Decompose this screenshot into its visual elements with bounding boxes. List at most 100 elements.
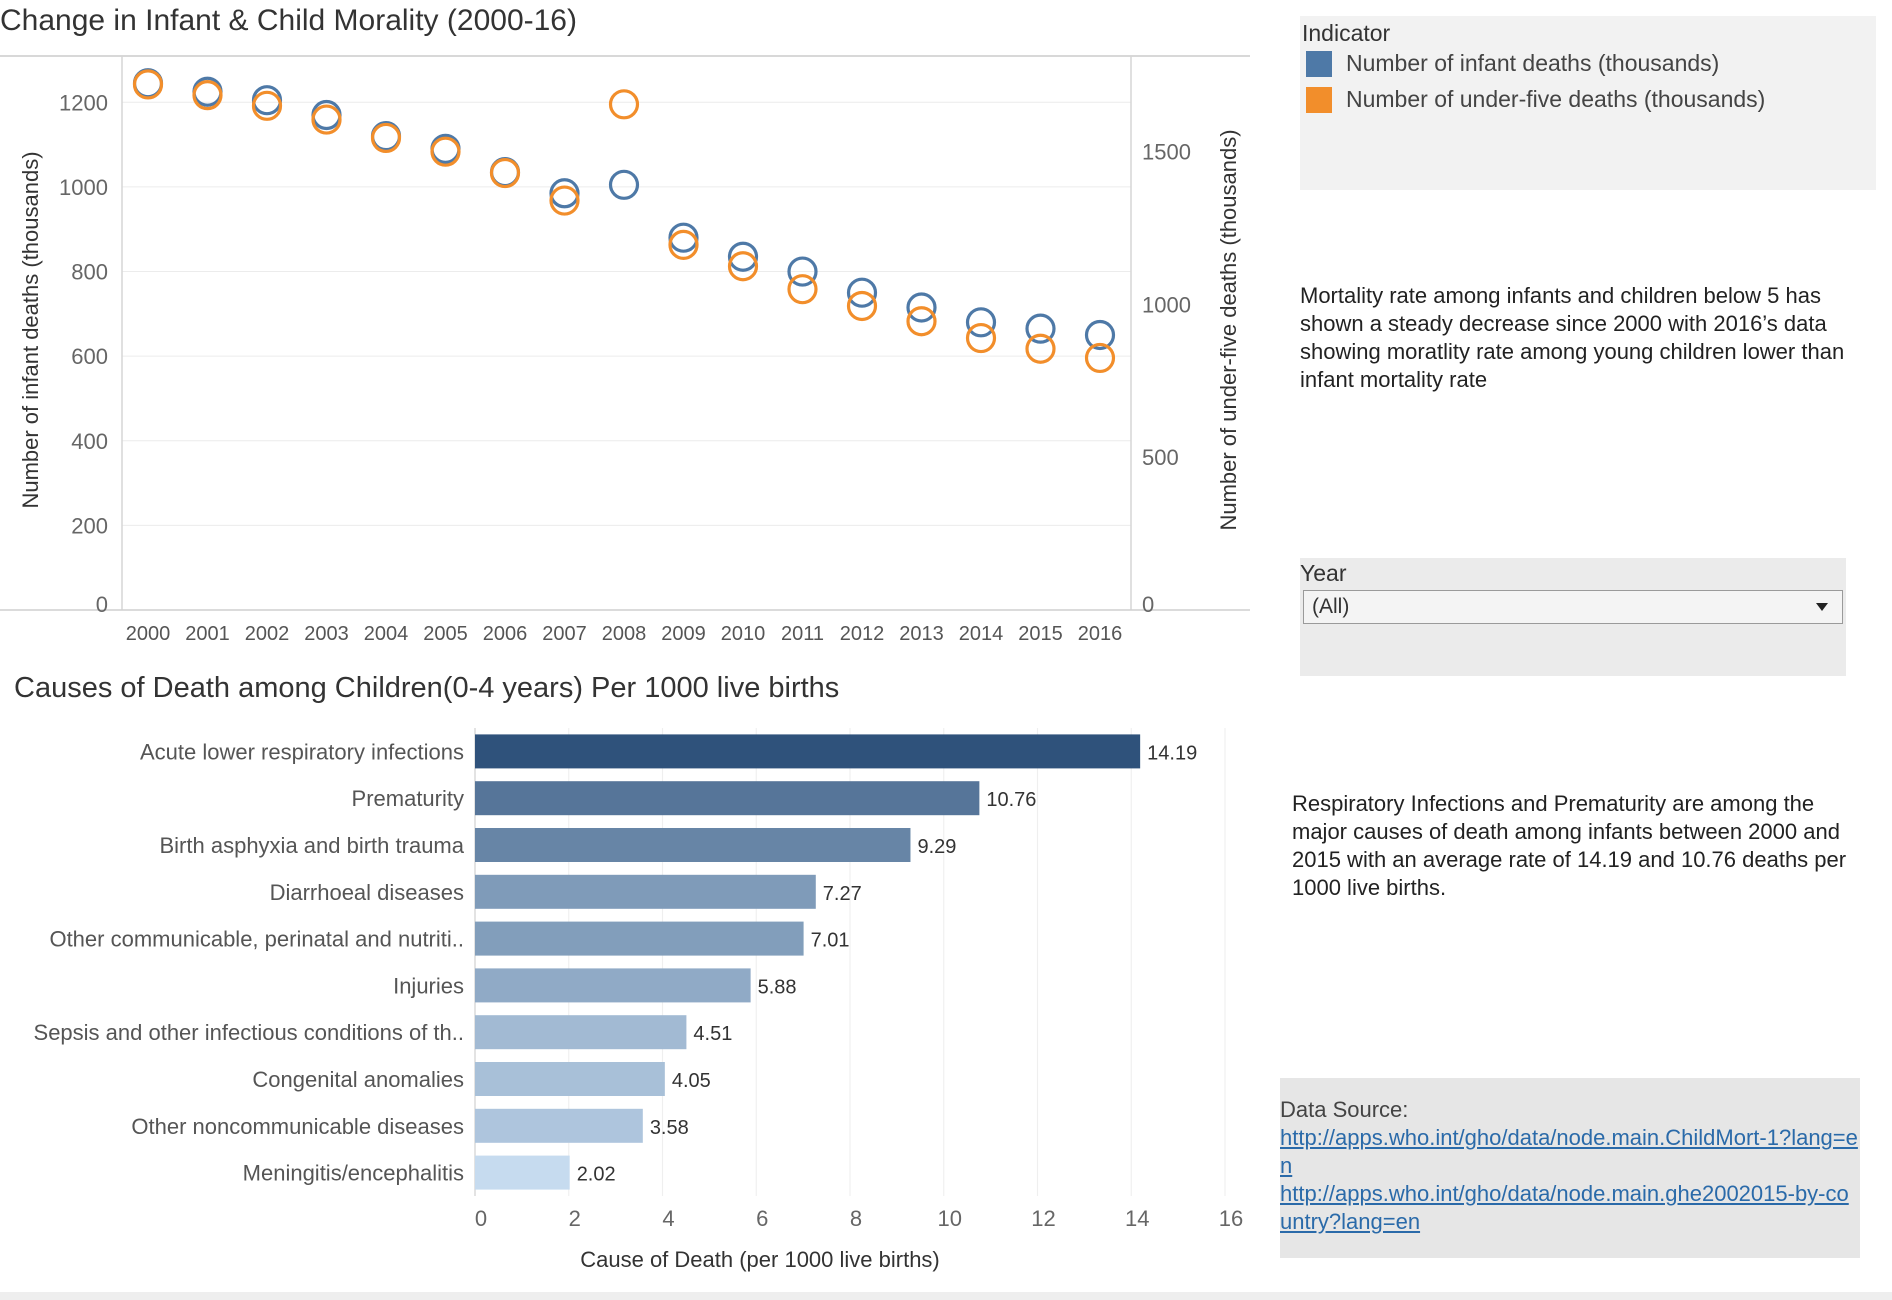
infant-point (906, 292, 937, 323)
legend-item-infant[interactable]: Number of infant deaths (thousands) (1306, 50, 1719, 77)
scatter-left-ticks: 0 200 400 600 800 1000 1200 (59, 90, 108, 617)
x-tick-label: 2004 (364, 623, 409, 645)
top-chart-title: Change in Infant & Child Morality (2000-… (0, 4, 577, 37)
right-tick-label: 500 (1142, 445, 1179, 470)
legend-panel (1300, 16, 1876, 190)
under-five-point (906, 306, 937, 337)
legend-swatch-under-five (1306, 86, 1332, 113)
x-tick-label: 16 (1219, 1206, 1243, 1231)
data-source-link-1[interactable]: http://apps.who.int/gho/data/node.main.C… (1280, 1125, 1858, 1178)
infant-point (608, 169, 640, 200)
under-five-point (430, 136, 461, 167)
bar (475, 921, 804, 956)
x-tick-label: 2003 (304, 623, 349, 645)
x-tick-label: 0 (475, 1206, 487, 1231)
under-five-point (311, 104, 342, 135)
legend-label-infant: Number of infant deaths (thousands) (1346, 50, 1720, 76)
category-label: Congenital anomalies (252, 1067, 464, 1092)
under-five-point (251, 90, 283, 121)
legend-swatch-infant (1306, 50, 1332, 77)
under-five-point (370, 122, 402, 154)
category-label: Other noncommunicable diseases (131, 1114, 464, 1139)
scatter-points (132, 68, 1116, 374)
category-label: Birth asphyxia and birth trauma (160, 833, 465, 858)
bar-x-axis-label: Cause of Death (per 1000 live births) (580, 1247, 940, 1272)
bar-rows: Acute lower respiratory infections 14.19 P… (34, 734, 1197, 1190)
data-source: Data Source: http://apps.who.int/gho/dat… (1280, 1096, 1860, 1236)
infant-point (668, 222, 699, 253)
under-five-point (489, 157, 521, 189)
infant-point (1084, 319, 1116, 351)
year-filter-dropdown[interactable]: (All) (1303, 590, 1843, 624)
category-label: Acute lower respiratory infections (140, 739, 464, 764)
causes-note: Respiratory Infections and Prematurity a… (1292, 791, 1847, 900)
infant-point (727, 241, 759, 272)
left-tick-label: 200 (71, 513, 108, 538)
bar (475, 828, 911, 862)
bottom-chart-title: Causes of Death among Children(0-4 years… (14, 672, 840, 704)
category-label: Injuries (393, 973, 464, 998)
legend-item-under-five[interactable]: Number of under-five deaths (thousands) (1306, 86, 1765, 113)
bar (475, 968, 751, 1003)
year-filter-value: (All) (1312, 595, 1350, 618)
under-five-point (965, 322, 997, 354)
x-tick-label: 2001 (185, 623, 230, 645)
left-tick-label: 0 (96, 592, 108, 617)
bar-x-ticks: 0 2 4 6 8 10 12 14 16 (475, 1206, 1243, 1231)
bar-value-label: 14.19 (1147, 742, 1197, 764)
x-tick-label: 4 (662, 1206, 674, 1231)
bar (475, 1062, 665, 1096)
left-tick-label: 1000 (59, 175, 108, 200)
under-five-point (668, 229, 699, 260)
category-label: Sepsis and other infectious conditions o… (34, 1020, 464, 1045)
bar (475, 1108, 643, 1143)
legend-label-under-five: Number of under-five deaths (thousands) (1346, 86, 1766, 112)
under-five-point (727, 251, 759, 282)
infant-point (549, 178, 580, 209)
x-tick-label: 2010 (721, 623, 766, 645)
right-axis-label: Number of under-five deaths (thousands) (1216, 129, 1241, 530)
under-five-point (132, 69, 164, 100)
x-tick-label: 2016 (1078, 623, 1123, 645)
scatter-axes (0, 55, 1250, 611)
under-five-point (846, 290, 878, 322)
x-tick-label: 2009 (661, 623, 706, 645)
under-five-point (1084, 342, 1116, 374)
under-five-point (608, 89, 640, 120)
right-tick-label: 0 (1142, 592, 1154, 617)
x-tick-label: 2 (569, 1206, 581, 1231)
x-tick-label: 12 (1031, 1206, 1055, 1231)
left-tick-label: 400 (71, 429, 108, 454)
bar (475, 1015, 687, 1050)
x-tick-label: 2008 (602, 623, 647, 645)
bottom-strip (0, 1292, 1892, 1300)
bar-value-label: 3.58 (650, 1117, 689, 1139)
data-source-panel (1280, 1078, 1860, 1258)
bar-value-label: 4.51 (693, 1023, 732, 1045)
bar-value-label: 7.01 (811, 930, 850, 952)
bar-value-label: 7.27 (823, 883, 862, 905)
infant-point (787, 256, 818, 287)
left-tick-label: 1200 (59, 90, 108, 115)
x-tick-label: 2012 (840, 623, 885, 645)
left-tick-label: 800 (71, 260, 108, 285)
under-five-point (192, 80, 223, 111)
bar-value-label: 10.76 (986, 789, 1036, 811)
bar-value-label: 2.02 (577, 1164, 616, 1186)
x-tick-label: 10 (938, 1206, 962, 1231)
right-tick-label: 1000 (1142, 292, 1191, 317)
data-source-label: Data Source: (1280, 1097, 1409, 1122)
data-source-link-2[interactable]: http://apps.who.int/gho/data/node.main.g… (1280, 1181, 1849, 1234)
left-axis-label: Number of infant deaths (thousands) (18, 151, 43, 508)
x-tick-label: 2013 (899, 623, 944, 645)
bar-value-label: 9.29 (917, 836, 956, 858)
under-five-point (787, 274, 818, 305)
bar (475, 874, 816, 909)
scatter-right-ticks: 0 500 1000 1500 (1142, 140, 1191, 617)
category-label: Prematurity (352, 786, 464, 811)
chevron-down-icon (1816, 603, 1828, 611)
x-tick-label: 2015 (1018, 623, 1063, 645)
x-tick-label: 2002 (245, 623, 290, 645)
scatter-x-ticks: 2000 2001 2002 2003 2004 2005 2006 2007 2008 2009… (126, 623, 1123, 645)
